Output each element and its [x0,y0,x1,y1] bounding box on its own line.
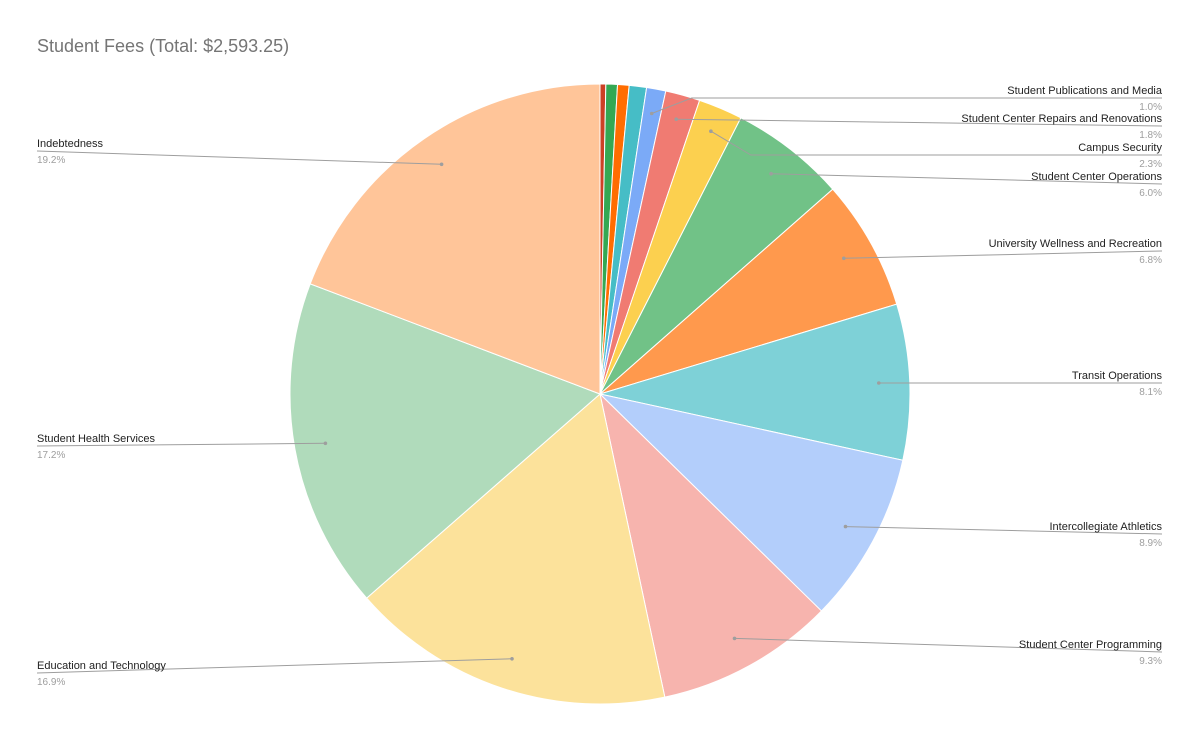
pie-slice-transit-operations [598,303,911,461]
leader-dot-intercollegiate-athletics [843,524,848,529]
slice-label-student-center-repairs-and-renovations: Student Center Repairs and Renovations [961,113,1162,125]
slice-percent-student-center-operations: 6.0% [1139,188,1162,199]
leader-line-education-and-technology [36,658,513,674]
slice-percent-student-publications-and-media: 1.0% [1139,102,1162,113]
slice-label-student-publications-and-media: Student Publications and Media [1007,85,1163,97]
slice-label-education-and-technology: Education and Technology [37,660,166,672]
leader-line-student-publications-and-media [651,97,1162,114]
leader-dot-campus-security [709,129,713,133]
slice-percent-indebtedness: 19.2% [37,155,65,166]
leader-dot-transit-operations [877,381,881,385]
slice-percent-transit-operations: 8.1% [1139,387,1162,398]
leader-dot-student-health-services [323,441,328,446]
leader-line-student-center-repairs-and-renovations [676,118,1163,127]
slice-label-student-health-services: Student Health Services [37,433,156,445]
pie-slice-education-and-technology [365,393,666,705]
slice-label-campus-security: Campus Security [1078,142,1162,154]
leader-dot-student-center-operations [769,171,773,176]
slice-label-student-center-operations: Student Center Operations [1031,171,1162,183]
slice-label-intercollegiate-athletics: Intercollegiate Athletics [1049,521,1162,533]
slice-label-student-center-programming: Student Center Programming [1019,639,1162,651]
leader-line-student-center-operations [771,173,1163,185]
leader-dot-student-center-repairs-and-renovations [674,117,678,121]
pie-slice-intercollegiate-athletics [598,393,904,612]
slice-percent-education-and-technology: 16.9% [37,677,65,688]
leader-line-intercollegiate-athletics [845,526,1163,535]
slice-label-transit-operations: Transit Operations [1072,370,1163,382]
leader-dot-university-wellness-and-recreation [842,256,846,261]
chart-title: Student Fees (Total: $2,593.25) [37,36,290,56]
leader-line-university-wellness-and-recreation [843,250,1163,259]
slice-percent-intercollegiate-athletics: 8.9% [1139,538,1162,549]
leader-dot-education-and-technology [510,657,514,661]
leader-dot-student-center-programming [732,636,737,641]
pie-slice-university-wellness-and-recreation [599,188,898,395]
pie-slice-indebtedness [309,83,601,395]
slice-label-indebtedness: Indebtedness [37,138,104,150]
pie-slice-student-health-services [289,283,601,599]
slice-percent-student-center-programming: 9.3% [1139,656,1162,667]
slice-label-university-wellness-and-recreation: University Wellness and Recreation [989,238,1162,250]
slice-percent-student-center-repairs-and-renovations: 1.8% [1139,130,1162,141]
pie-slice-student-center-programming [599,392,823,698]
slice-percent-student-health-services: 17.2% [37,450,65,461]
slice-percent-campus-security: 2.3% [1139,159,1162,170]
leader-line-student-center-programming [734,637,1163,653]
leader-line-campus-security [710,130,1162,156]
leader-dot-student-publications-and-media [649,111,654,116]
leader-dot-indebtedness [439,162,444,167]
leader-line-student-health-services [36,442,326,447]
leader-line-indebtedness [36,150,442,165]
slice-percent-university-wellness-and-recreation: 6.8% [1139,255,1162,266]
